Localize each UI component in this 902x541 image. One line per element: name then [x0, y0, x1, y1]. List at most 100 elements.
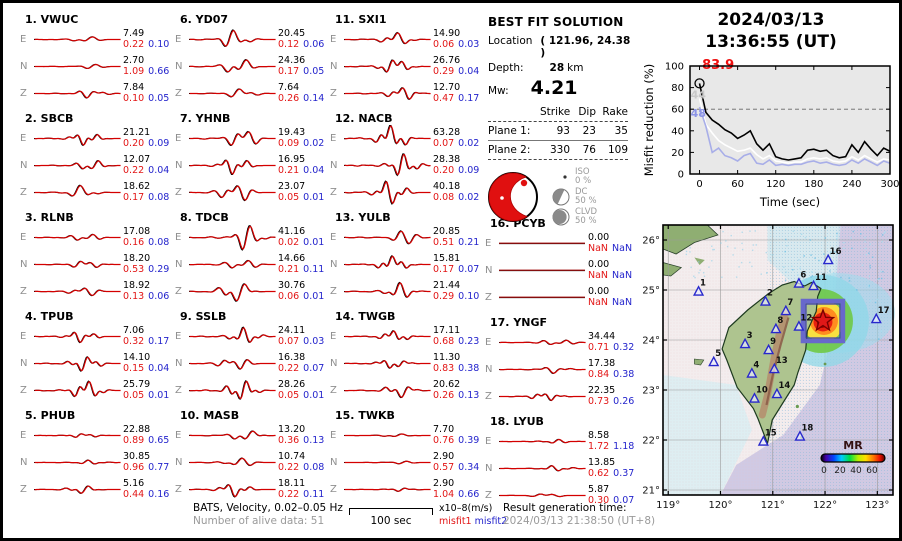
amplitude-value: 2.70 — [123, 55, 145, 66]
misfit-values: 0.09 0.02 — [278, 138, 326, 150]
lat-label-26: 26° — [643, 236, 660, 247]
lon-label-119: 119° — [656, 500, 680, 511]
station-block-VWUC: 1. VWUC E 7.49 0.22 0.10 N 2.70 1.09 0.66 Z 7.84 0.… — [19, 13, 171, 110]
map-station-3: 3 — [739, 331, 753, 349]
misfit1-value: 0.47 — [433, 92, 455, 104]
station-header: 13. YULB — [335, 211, 481, 224]
misfit1-value: 0.22 — [123, 164, 145, 176]
station-block-YULB: 13. YULB E 20.85 0.51 0.21 N 15.81 0.17 0.07 Z 21.… — [329, 211, 481, 308]
misfit1-value: 0.29 — [433, 65, 455, 77]
misfit2-value: 0.38 — [458, 362, 480, 374]
dc-icon — [552, 188, 570, 206]
misfit1-value: 0.05 — [123, 389, 145, 401]
misfit-values: 0.29 0.10 — [433, 291, 481, 303]
channel-values: 26.76 0.29 0.04 — [431, 55, 481, 77]
station-number: 5. — [25, 409, 41, 422]
misfit1-value: 1.09 — [123, 65, 145, 77]
amplitude-value: 0.00 — [588, 259, 610, 270]
waveform-SXI1-Z — [343, 87, 431, 101]
misfit2-value: 0.08 — [303, 461, 325, 473]
misfit-values: 0.16 0.08 — [123, 237, 171, 249]
misfit1-value: 0.57 — [433, 461, 455, 473]
misfit1-value: 0.21 — [278, 164, 300, 176]
svg-text:14: 14 — [778, 381, 790, 391]
misfit-values: 0.71 0.32 — [588, 342, 636, 354]
channel-values: 30.76 0.06 0.01 — [276, 280, 326, 302]
channel-label: N — [330, 259, 338, 270]
misfit-values: 0.96 0.77 — [123, 462, 171, 474]
misfit-values: 0.07 0.02 — [433, 138, 481, 150]
misfit2-value: 0.13 — [303, 434, 325, 446]
channel-values: 16.95 0.21 0.04 — [276, 154, 326, 176]
misfit-values: NaN NaN — [588, 243, 636, 255]
misfit2-value: 0.11 — [303, 488, 325, 500]
channel-label: Z — [330, 187, 337, 198]
misfit-values: 0.05 0.01 — [123, 389, 171, 402]
scalebar-line — [349, 508, 433, 515]
amplitude-value: 18.92 — [123, 280, 151, 291]
map-station-9: 9 — [763, 337, 776, 355]
misfit-values: 0.10 0.05 — [123, 92, 171, 105]
channel-label: E — [175, 430, 182, 441]
waveform-TWGB-N — [343, 360, 431, 369]
misfit-values: 0.06 0.03 — [433, 38, 481, 51]
channel-values: 7.49 0.22 0.10 — [121, 28, 171, 50]
channel-row-SBCB-N: N 12.07 0.22 0.04 — [19, 152, 171, 179]
waveform-TDCB-N — [189, 259, 276, 269]
misfit1-value: 0.10 — [123, 92, 145, 104]
channel-label: N — [20, 61, 28, 72]
waveform-column-2: 6. YD07 E 20.45 0.12 0.06 N 24.36 0.17 0.05 Z 7.64… — [174, 11, 326, 506]
station-number: 18. — [490, 415, 514, 428]
lon-label-122: 122° — [813, 500, 837, 511]
misfit2-value: 0.06 — [148, 290, 170, 302]
misfit1-value: 0.22 — [278, 488, 300, 500]
channel-label: Z — [485, 490, 492, 501]
misfit2-value: NaN — [612, 269, 633, 281]
misfit-values: 0.32 0.17 — [123, 336, 171, 348]
misfit2-value: 0.17 — [458, 92, 480, 104]
svg-text:80: 80 — [671, 83, 684, 94]
waveform-column-1: 1. VWUC E 7.49 0.22 0.10 N 2.70 1.09 0.66 Z 7.84 0.… — [19, 11, 171, 506]
channel-row-TPUB-N: N 14.10 0.15 0.04 — [19, 350, 171, 377]
amplitude-value: 15.81 — [433, 253, 461, 264]
misfit1-value: 0.20 — [123, 137, 145, 149]
depth-value: 28 km — [549, 62, 584, 74]
waveform-YULB-E — [344, 230, 431, 245]
channel-values: 13.85 0.62 0.37 — [586, 457, 636, 479]
channel-row-TDCB-N: N 14.66 0.21 0.11 — [174, 251, 326, 278]
amplitude-value: 17.38 — [588, 358, 616, 369]
station-number: 17. — [490, 316, 514, 329]
amplitude-value: 41.16 — [278, 226, 306, 237]
station-header: 12. NACB — [335, 112, 481, 125]
station-number: 14. — [335, 310, 359, 323]
waveform-TPUB-Z — [33, 380, 121, 398]
waveform-NACB-N — [344, 153, 431, 177]
waveform-VWUC-E — [34, 36, 121, 42]
channel-row-PCYB-N: N 0.00 NaN NaN — [484, 257, 636, 284]
channel-values: 20.45 0.12 0.06 — [276, 28, 326, 50]
svg-text:100: 100 — [665, 62, 684, 73]
station-number: 3. — [25, 211, 41, 224]
station-block-TDCB: 8. TDCB E 41.16 0.02 0.01 N 14.66 0.21 0.11 Z 30.7… — [174, 211, 326, 308]
waveform-RLNB-Z — [34, 287, 121, 297]
channel-label: Z — [330, 385, 337, 396]
misfit-values: 0.20 0.09 — [433, 165, 481, 177]
svg-text:7: 7 — [787, 298, 793, 308]
amplitude-value: 20.62 — [433, 379, 461, 390]
channel-row-YD07-E: E 20.45 0.12 0.06 — [174, 26, 326, 53]
station-header: 5. PHUB — [25, 409, 171, 422]
channel-row-YNGF-N: N 17.38 0.84 0.38 — [484, 356, 636, 383]
station-block-PCYB: 16. PCYB E 0.00 NaN NaN N 0.00 NaN NaN Z 0.00 NaN Na… — [484, 217, 636, 314]
misfit2-value: 0.02 — [458, 191, 480, 203]
amplitude-value: 21.21 — [123, 127, 151, 138]
waveform-SBCB-N — [34, 160, 121, 170]
channel-row-SSLB-N: N 16.38 0.22 0.07 — [174, 350, 326, 377]
channel-values: 22.35 0.73 0.26 — [586, 385, 636, 407]
station-code: RLNB — [40, 211, 74, 224]
svg-text:120: 120 — [766, 179, 785, 190]
misfit2-value: 0.03 — [458, 38, 480, 50]
channel-row-SXI1-E: E 14.90 0.06 0.03 — [329, 26, 481, 53]
misfit-values: 0.47 0.17 — [433, 92, 481, 105]
